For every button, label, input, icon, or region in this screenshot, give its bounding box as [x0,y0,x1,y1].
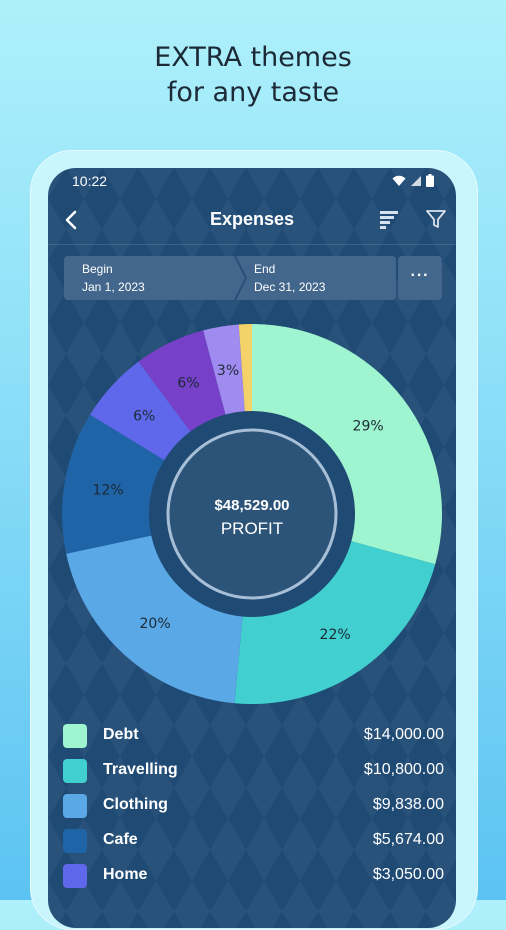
promo-heading: EXTRA themes for any taste [0,40,506,110]
slice-percent-label: 3% [217,363,239,379]
expenses-donut-chart: 29% 22% 20% 12% 6% 6% 3% $48,529.00 PROFIT [62,324,443,704]
profit-caption: PROFIT [221,519,283,538]
legend-category: Cafe [103,831,138,848]
more-icon: ··· [410,267,430,284]
legend-swatch [63,829,87,853]
legend-amount: $9,838.00 [372,796,444,813]
legend-category: Clothing [103,796,168,813]
status-bar: 10:22 [48,168,456,194]
filter-icon[interactable] [424,207,448,231]
legend-amount: $14,000.00 [363,726,444,743]
legend-row[interactable]: Cafe $5,674.00 [48,823,456,857]
signal-icon [411,175,421,186]
status-time: 10:22 [72,173,108,189]
chevron-right-separator [234,256,248,300]
legend-row[interactable]: Home $3,050.00 [48,858,456,892]
begin-date-value: Jan 1, 2023 [82,280,145,294]
begin-date-label: Begin [82,262,113,276]
end-date-label: End [254,262,276,276]
sort-icon[interactable] [378,208,400,230]
legend-amount: $5,674.00 [372,831,444,848]
promo-line-1: EXTRA themes [154,42,352,73]
system-icons [392,174,434,187]
legend-amount: $10,800.00 [363,761,444,778]
legend-category: Debt [103,726,139,743]
legend-swatch [63,724,87,748]
legend-swatch [63,864,87,888]
end-date[interactable]: End Dec 31, 2023 [234,256,396,300]
legend-amount: $3,050.00 [372,866,444,883]
legend-row[interactable]: Clothing $9,838.00 [48,788,456,822]
legend-row[interactable]: Travelling $10,800.00 [48,753,456,787]
slice-percent-label: 6% [133,409,155,425]
legend-swatch [63,759,87,783]
slice-percent-label: 29% [353,418,384,434]
legend-row[interactable]: Debt $14,000.00 [48,718,456,752]
slice-percent-label: 20% [140,616,171,632]
slice-percent-label: 22% [320,627,351,643]
slice-percent-label: 6% [177,376,199,392]
end-date-value: Dec 31, 2023 [254,280,326,294]
more-options-button[interactable]: ··· [398,256,442,300]
slice-percent-label: 12% [93,482,124,498]
legend-category: Home [103,866,148,883]
promo-line-2: for any taste [166,77,340,108]
date-range-selector[interactable]: Begin Jan 1, 2023 End Dec 31, 2023 [64,256,396,300]
battery-icon [426,174,434,187]
legend-swatch [63,794,87,818]
legend-category: Travelling [103,761,178,778]
profit-amount: $48,529.00 [214,497,289,514]
app-bar: Expenses [48,196,456,245]
phone-screen: 10:22 Expenses Begin Jan 1, 2023 End Dec… [48,168,456,928]
center-ring[interactable] [166,428,338,600]
wifi-icon [392,175,406,186]
begin-date[interactable]: Begin Jan 1, 2023 [64,256,234,300]
back-arrow-icon[interactable] [60,208,84,232]
